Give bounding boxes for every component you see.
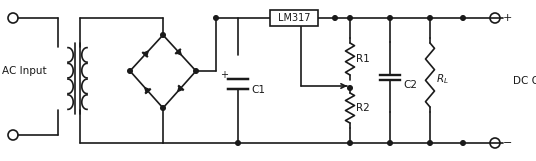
Polygon shape xyxy=(178,86,183,91)
Circle shape xyxy=(128,69,132,73)
Circle shape xyxy=(161,106,165,110)
Circle shape xyxy=(428,141,433,145)
Text: AC Input: AC Input xyxy=(2,66,47,76)
Text: +: + xyxy=(503,13,512,23)
Polygon shape xyxy=(143,51,148,57)
Circle shape xyxy=(214,16,218,20)
Text: DC Output: DC Output xyxy=(513,76,536,85)
Circle shape xyxy=(333,16,337,20)
Circle shape xyxy=(236,141,240,145)
Text: C1: C1 xyxy=(251,85,265,95)
FancyBboxPatch shape xyxy=(270,10,318,26)
Text: R2: R2 xyxy=(356,103,370,113)
Circle shape xyxy=(348,86,352,90)
Circle shape xyxy=(428,16,433,20)
Circle shape xyxy=(161,33,165,37)
Polygon shape xyxy=(176,49,181,55)
Text: $R_L$: $R_L$ xyxy=(436,72,449,86)
Text: R1: R1 xyxy=(356,54,370,64)
Circle shape xyxy=(348,16,352,20)
Polygon shape xyxy=(145,88,150,93)
Circle shape xyxy=(388,16,392,20)
Circle shape xyxy=(461,141,465,145)
Text: C2: C2 xyxy=(403,80,417,90)
Text: −: − xyxy=(503,138,512,148)
Circle shape xyxy=(461,16,465,20)
Circle shape xyxy=(193,69,198,73)
Circle shape xyxy=(348,141,352,145)
Circle shape xyxy=(388,141,392,145)
Text: LM317: LM317 xyxy=(278,13,310,23)
Text: +: + xyxy=(220,70,228,80)
